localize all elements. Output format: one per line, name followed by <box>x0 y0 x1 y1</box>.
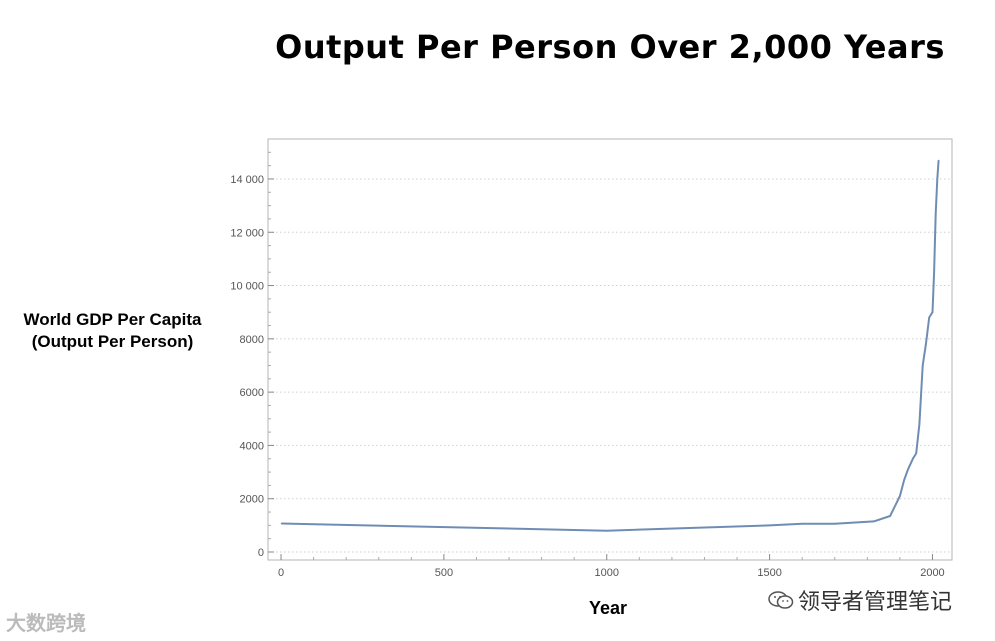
data-point <box>280 522 282 525</box>
data-point <box>907 468 909 471</box>
y-tick-label: 2000 <box>240 494 264 506</box>
x-tick-label: 1500 <box>757 567 781 579</box>
x-tick-label: 2000 <box>920 567 944 579</box>
data-point <box>899 495 901 497</box>
data-point <box>801 523 803 525</box>
y-tick-label: 12 000 <box>230 227 264 239</box>
y-axis-label-line-2: (Output Per Person) <box>31 332 194 351</box>
data-point <box>931 311 934 313</box>
y-tick-label: 4000 <box>240 440 264 452</box>
data-point <box>915 452 917 455</box>
data-point <box>606 530 608 532</box>
data-point <box>928 316 930 319</box>
chart-title: Output Per Person Over 2,000 Years <box>275 28 945 66</box>
y-axis-label: World GDP Per Capita (Output Per Person) <box>0 309 225 353</box>
data-point <box>912 458 914 460</box>
watermark-left: 大数跨境 <box>6 611 86 635</box>
data-point <box>889 515 891 517</box>
data-point <box>935 213 937 215</box>
data-point <box>922 364 924 367</box>
data-point <box>834 523 836 525</box>
plot-frame <box>267 138 953 561</box>
watermark-right: 领导者管理笔记 <box>768 584 952 616</box>
y-tick-label: 10 000 <box>230 281 264 293</box>
data-point <box>873 520 875 522</box>
x-tick-label: 1000 <box>595 567 619 579</box>
wechat-icon <box>768 591 794 609</box>
x-tick-label: 500 <box>435 567 453 579</box>
y-tick-label: 6000 <box>240 387 264 399</box>
data-point <box>936 178 938 180</box>
data-point <box>925 343 927 345</box>
y-tick-label: 14 000 <box>230 174 264 186</box>
data-point <box>938 159 940 161</box>
y-tick-label: 0 <box>258 547 264 559</box>
data-point <box>903 479 905 481</box>
x-tick-label: 0 <box>278 567 284 579</box>
data-point <box>769 524 771 526</box>
x-axis-label: Year <box>588 598 628 618</box>
data-point <box>933 271 935 273</box>
y-axis-label-line-1: World GDP Per Capita <box>23 310 202 329</box>
series-line <box>281 160 940 532</box>
data-point <box>918 423 921 425</box>
watermark-right-text: 领导者管理笔记 <box>798 590 953 615</box>
y-tick-label: 8000 <box>240 334 264 346</box>
